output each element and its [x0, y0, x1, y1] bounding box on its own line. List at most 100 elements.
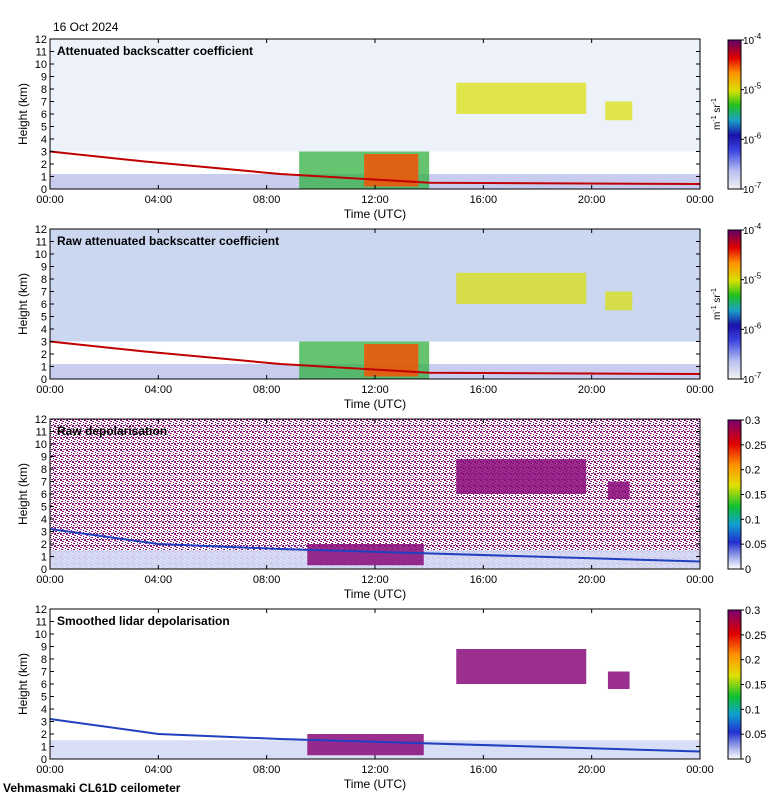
- aerosol-layer-line: [49, 150, 701, 185]
- aerosol-layer-line: [49, 528, 701, 563]
- y-tick-label: 7: [41, 667, 47, 679]
- colorbar-tick-label: 10-7: [743, 371, 762, 386]
- colorbar-unit-label: m-1 sr-1: [711, 288, 723, 320]
- y-tick-label: 10: [35, 629, 47, 641]
- panel-title: Smoothed lidar depolarisation: [57, 614, 230, 628]
- mid-cloud-region: [456, 82, 587, 114]
- y-tick-label: 10: [35, 439, 47, 451]
- y-tick-label: 4: [41, 514, 47, 526]
- chart-panel-4: Smoothed lidar depolarisation01234567891…: [16, 604, 766, 791]
- x-tick-label: 00:00: [36, 574, 64, 586]
- colorbar: 10-7 10-6 10-5 10-4 m-1 sr-1: [711, 222, 762, 386]
- instrument-label: Vehmasmaki CL61D ceilometer: [3, 781, 181, 795]
- y-tick-label: 3: [41, 337, 47, 349]
- y-tick-label: 6: [41, 679, 47, 691]
- x-tick-label: 12:00: [361, 194, 389, 206]
- colorbar-tick-label: 0.25: [745, 440, 766, 452]
- y-tick-label: 1: [41, 552, 47, 564]
- y-tick-label: 0: [41, 754, 47, 766]
- y-tick-label: 9: [41, 642, 47, 654]
- x-tick-label: 04:00: [145, 384, 173, 396]
- y-tick-label: 3: [41, 717, 47, 729]
- y-tick-label: 9: [41, 452, 47, 464]
- colorbar: 0 0.05 0.1 0.15 0.2 0.25 0.3: [727, 605, 766, 766]
- y-tick-label: 1: [41, 362, 47, 374]
- colorbar-scale: [727, 419, 742, 570]
- y-tick-label: 4: [41, 704, 47, 716]
- x-tick-label: 08:00: [253, 194, 281, 206]
- mid-cloud-region-2: [607, 481, 630, 499]
- y-tick-label: 5: [41, 312, 47, 324]
- x-tick-label: 00:00: [36, 764, 64, 776]
- x-tick-label: 00:00: [36, 384, 64, 396]
- y-tick-label: 12: [35, 604, 47, 616]
- x-tick-label: 08:00: [253, 764, 281, 776]
- y-tick-label: 7: [41, 477, 47, 489]
- y-tick-label: 1: [41, 742, 47, 754]
- y-axis-label: Height (km): [16, 273, 30, 335]
- y-tick-label: 9: [41, 72, 47, 84]
- colorbar-scale: [727, 609, 742, 760]
- colorbar-tick-label: 0.1: [745, 704, 760, 716]
- colorbar-tick-label: 0: [745, 564, 751, 576]
- x-tick-label: 16:00: [470, 574, 498, 586]
- mid-cloud-region-2: [607, 671, 630, 689]
- x-tick-label: 16:00: [470, 384, 498, 396]
- x-tick-label: 20:00: [578, 764, 606, 776]
- x-tick-label: 08:00: [253, 574, 281, 586]
- x-tick-label: 00:00: [686, 384, 714, 396]
- x-tick-label: 00:00: [686, 574, 714, 586]
- y-tick-label: 5: [41, 502, 47, 514]
- y-tick-label: 0: [41, 374, 47, 386]
- low-cloud-region: [307, 734, 424, 756]
- y-tick-label: 8: [41, 274, 47, 286]
- colorbar-tick-label: 0.2: [745, 655, 760, 667]
- aerosol-layer-line: [49, 340, 701, 375]
- colorbar-tick-label: 0: [745, 754, 751, 766]
- colorbar-tick-label: 0.15: [745, 680, 766, 692]
- mid-cloud-region-2: [605, 291, 633, 311]
- x-tick-label: 20:00: [578, 574, 606, 586]
- y-tick-label: 12: [35, 34, 47, 46]
- x-tick-label: 00:00: [36, 194, 64, 206]
- colorbar-scale: [727, 39, 742, 190]
- x-tick-label: 04:00: [145, 574, 173, 586]
- colorbar-tick-label: 10-4: [743, 222, 762, 237]
- mid-cloud-region-2: [605, 101, 633, 121]
- y-tick-label: 11: [36, 617, 47, 629]
- panel-title: Raw attenuated backscatter coefficient: [57, 234, 279, 248]
- colorbar-tick-label: 10-7: [743, 181, 762, 196]
- y-tick-label: 8: [41, 464, 47, 476]
- x-tick-label: 00:00: [686, 194, 714, 206]
- colorbar-tick-label: 0.15: [745, 490, 766, 502]
- noise-region: [50, 229, 700, 342]
- y-tick-label: 12: [35, 224, 47, 236]
- y-tick-label: 4: [41, 134, 47, 146]
- y-tick-label: 8: [41, 84, 47, 96]
- y-tick-label: 11: [36, 237, 47, 249]
- colorbar-tick-label: 10-6: [743, 321, 762, 336]
- y-axis-label: Height (km): [16, 463, 30, 525]
- y-tick-label: 7: [41, 287, 47, 299]
- colorbar-tick-label: 0.3: [745, 605, 760, 617]
- mid-cloud-region: [456, 459, 587, 494]
- y-tick-label: 12: [35, 414, 47, 426]
- colorbar-tick-label: 10-6: [743, 131, 762, 146]
- panel-title: Attenuated backscatter coefficient: [57, 44, 253, 58]
- chart-panel-2: Raw attenuated backscatter coefficient01…: [16, 222, 762, 411]
- y-tick-label: 6: [41, 489, 47, 501]
- x-tick-label: 16:00: [470, 764, 498, 776]
- y-tick-label: 10: [35, 249, 47, 261]
- y-tick-label: 3: [41, 527, 47, 539]
- low-cloud-region: [307, 544, 424, 566]
- y-tick-label: 3: [41, 147, 47, 159]
- x-tick-label: 04:00: [145, 194, 173, 206]
- colorbar-tick-label: 10-4: [743, 32, 762, 47]
- panel-title: Raw depolarisation: [57, 424, 167, 438]
- colorbar-tick-label: 10-5: [743, 272, 762, 287]
- colorbar-tick-label: 0.05: [745, 729, 766, 741]
- x-tick-label: 00:00: [686, 764, 714, 776]
- y-tick-label: 7: [41, 97, 47, 109]
- date-label: 16 Oct 2024: [53, 20, 119, 34]
